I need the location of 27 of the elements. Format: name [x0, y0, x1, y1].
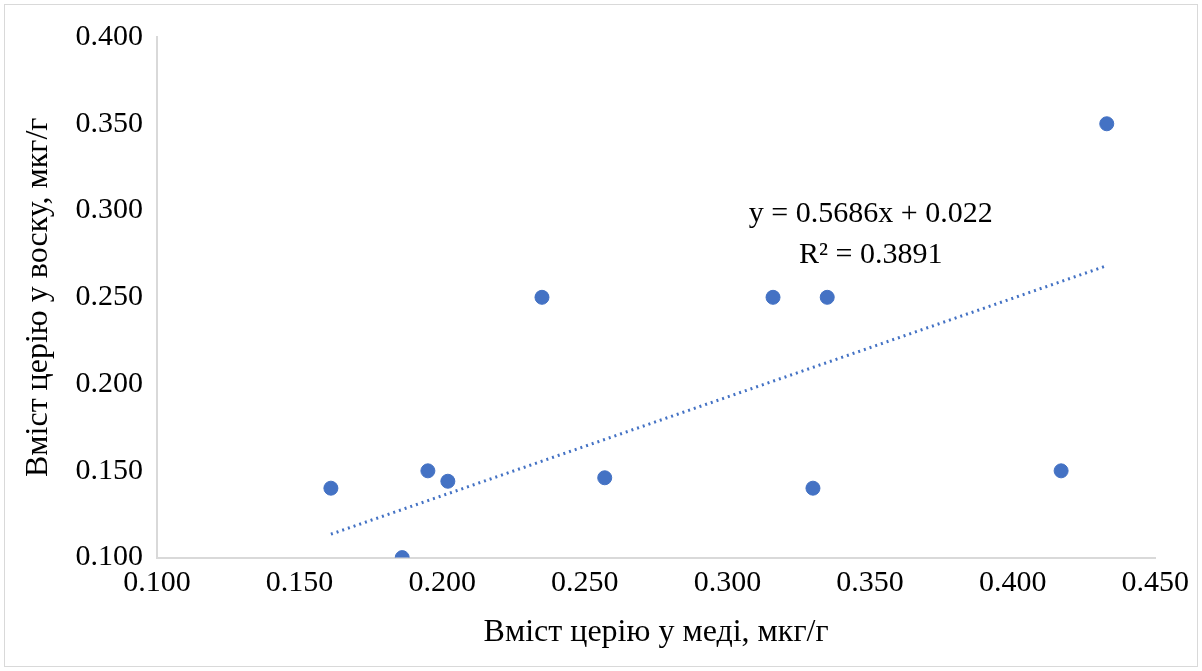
point — [440, 473, 456, 489]
x-axis-title: Вміст церію у меді, мкг/г — [483, 612, 829, 649]
y-tick-label: 0.400 — [75, 17, 143, 51]
x-tick-label: 0.200 — [408, 564, 476, 598]
x-tick-label: 0.300 — [693, 564, 762, 598]
y-axis-title: Вміст церію у воску, мкг/г — [17, 117, 54, 478]
x-tick-label: 0.150 — [265, 564, 334, 598]
x-tick-label: 0.350 — [836, 564, 904, 598]
point — [1053, 463, 1069, 479]
y-tick-label: 0.150 — [75, 451, 143, 485]
x-tick-label: 0.400 — [978, 564, 1047, 598]
point — [765, 289, 781, 305]
annotation: y = 0.5686x + 0.022 — [748, 194, 993, 228]
point — [819, 289, 835, 305]
point — [420, 463, 436, 479]
point — [323, 480, 339, 496]
y-tick-label: 0.200 — [75, 364, 143, 398]
point — [534, 289, 550, 305]
y-tick-label: 0.250 — [75, 278, 143, 312]
y-tick-label: 0.300 — [75, 191, 143, 225]
x-tick-label: 0.250 — [551, 564, 619, 598]
point — [597, 470, 613, 486]
point — [1099, 116, 1115, 132]
x-tick-label: 0.450 — [1121, 564, 1189, 598]
point — [805, 480, 821, 496]
y-tick-label: 0.350 — [75, 104, 143, 138]
annotation: R² = 0.3891 — [799, 235, 943, 269]
